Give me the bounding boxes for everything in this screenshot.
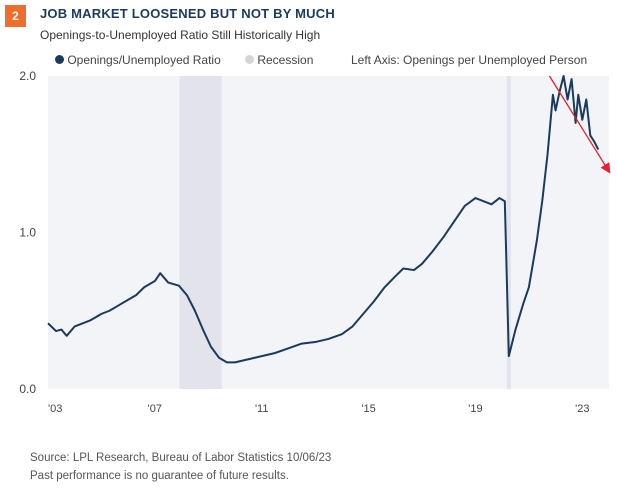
x-tick-label: '15 bbox=[361, 403, 375, 415]
legend-series-dot bbox=[55, 55, 64, 64]
plot-area bbox=[48, 76, 609, 389]
x-tick-label: '07 bbox=[148, 403, 162, 415]
recession-band bbox=[179, 76, 222, 389]
source-note: Source: LPL Research, Bureau of Labor St… bbox=[30, 452, 332, 464]
x-tick-label: '23 bbox=[575, 403, 589, 415]
y-tick-label: 2.0 bbox=[19, 69, 36, 83]
legend-recession-label: Recession bbox=[257, 53, 314, 67]
disclaimer: Past performance is no guarantee of futu… bbox=[30, 470, 289, 482]
y-tick-label: 0.0 bbox=[19, 382, 36, 396]
x-tick-label: '19 bbox=[468, 403, 482, 415]
recession-band bbox=[506, 76, 511, 389]
x-tick-label: '11 bbox=[255, 403, 269, 415]
chart-title: JOB MARKET LOOSENED BUT NOT BY MUCH bbox=[40, 6, 335, 21]
x-tick-label: '03 bbox=[48, 403, 62, 415]
legend-series-label: Openings/Unemployed Ratio bbox=[67, 53, 221, 67]
trend-arrow bbox=[548, 75, 611, 174]
chart-subtitle: Openings-to-Unemployed Ratio Still Histo… bbox=[40, 28, 321, 42]
y-tick-label: 1.0 bbox=[19, 226, 36, 240]
axis-note: Left Axis: Openings per Unemployed Perso… bbox=[351, 53, 588, 67]
legend-recession-dot bbox=[245, 55, 254, 64]
series-line bbox=[47, 75, 600, 364]
chart-number-badge: 2 bbox=[5, 5, 26, 27]
